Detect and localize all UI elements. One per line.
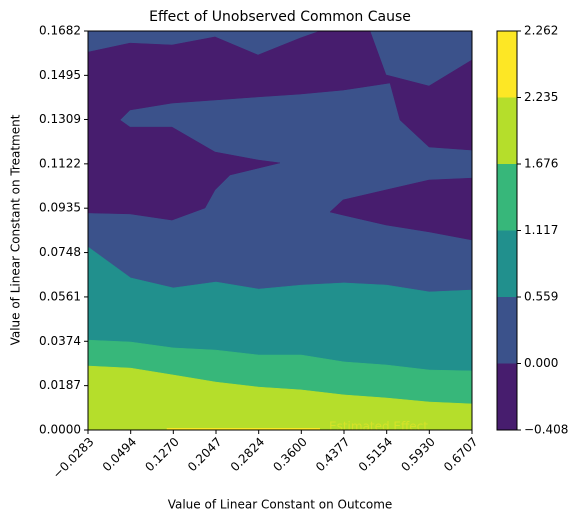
colorbar-tick-label: 2.262 (524, 24, 558, 38)
colorbar-tick-label: −0.408 (524, 423, 568, 437)
x-tick-label: 0.3600 (270, 435, 310, 475)
colorbar-tick-label: 1.676 (524, 157, 558, 171)
colorbar-band (497, 363, 517, 430)
x-tick-label: 0.2824 (228, 435, 268, 475)
x-tick-label: −0.0283 (50, 435, 97, 482)
y-axis-label: Value of Linear Constant on Treatment (9, 114, 23, 345)
x-tick-label: 0.1270 (142, 435, 182, 475)
x-tick-label: 0.5154 (356, 435, 396, 475)
y-tick-label: 0.0935 (39, 201, 81, 215)
chart-title: Effect of Unobserved Common Cause (149, 9, 411, 25)
y-tick-label: 0.1122 (39, 156, 81, 170)
colorbar-band (497, 97, 517, 164)
y-tick-label: 0.1682 (39, 24, 81, 38)
x-tick-label: 0.2047 (185, 435, 225, 475)
x-tick-label: 0.4377 (313, 435, 353, 475)
y-tick-label: 0.0561 (39, 289, 81, 303)
x-tick-label: 0.0494 (100, 435, 140, 475)
colorbar-band (497, 164, 517, 231)
colorbar-band (497, 297, 517, 364)
colorbar-tick-label: 2.235 (524, 90, 558, 104)
y-tick-label: 0.0748 (39, 245, 81, 259)
x-tick-label: 0.6707 (441, 435, 481, 475)
colorbar-tick-label: 1.117 (524, 223, 558, 237)
contour-region (87, 30, 473, 221)
colorbar-band (497, 230, 517, 297)
y-tick-label: 0.0374 (39, 334, 81, 348)
y-tick-label: 0.0187 (39, 378, 81, 392)
colorbar-tick-label: 0.000 (524, 356, 558, 370)
colorbar-band (497, 31, 517, 98)
x-axis-label: Value of Linear Constant on Outcome (168, 498, 393, 512)
y-tick-label: 0.1495 (39, 68, 81, 82)
y-tick-label: 0.1309 (39, 112, 81, 126)
x-tick-label: 0.5930 (398, 435, 438, 475)
y-tick-label: 0.0000 (39, 423, 81, 437)
colorbar-tick-label: 0.559 (524, 290, 558, 304)
plot-frame (87, 30, 473, 431)
